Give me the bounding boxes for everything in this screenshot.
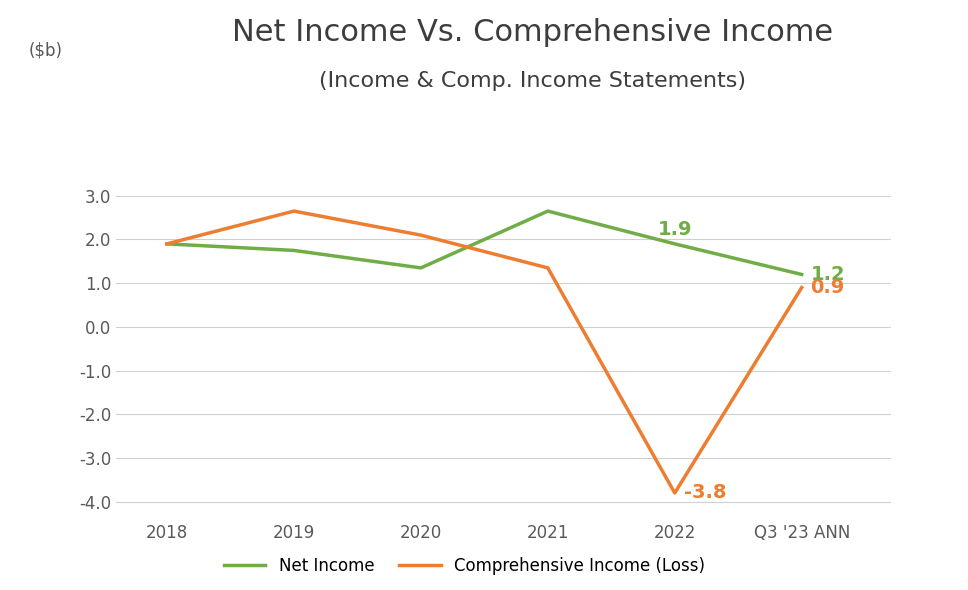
Text: ($b): ($b) [29, 41, 63, 60]
Text: 1.2: 1.2 [810, 265, 845, 284]
Text: 0.9: 0.9 [810, 278, 845, 297]
Text: -3.8: -3.8 [683, 483, 726, 503]
Legend: Net Income, Comprehensive Income (Loss): Net Income, Comprehensive Income (Loss) [217, 550, 712, 582]
Text: 1.9: 1.9 [657, 219, 692, 238]
Text: Net Income Vs. Comprehensive Income: Net Income Vs. Comprehensive Income [232, 18, 832, 47]
Text: (Income & Comp. Income Statements): (Income & Comp. Income Statements) [318, 71, 746, 91]
